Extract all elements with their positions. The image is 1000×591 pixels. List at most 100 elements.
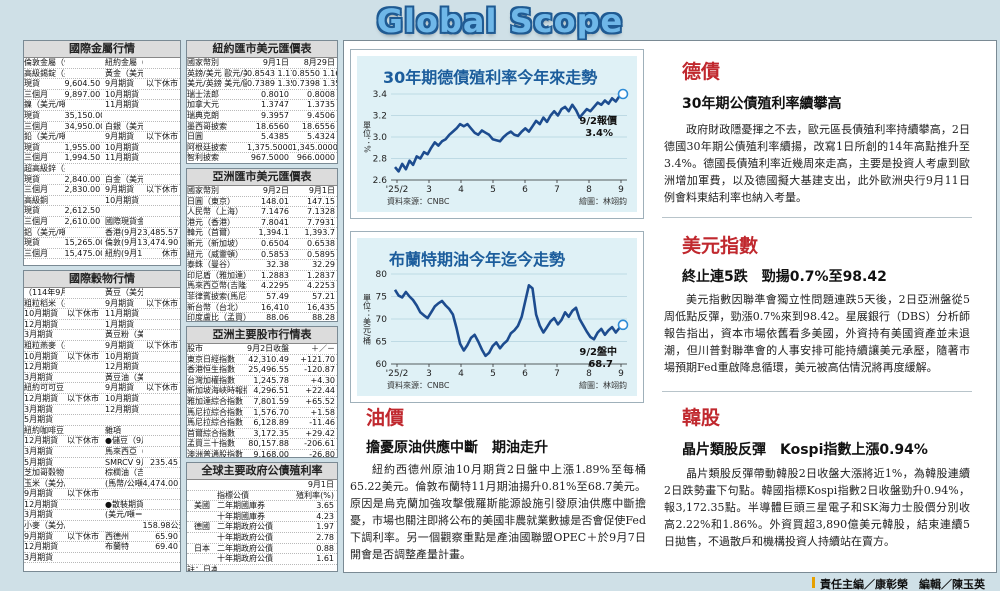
table-cell: 三個月 xyxy=(24,121,48,131)
table-cell: 鎳（美元/噸） xyxy=(24,100,65,110)
table-row: 港元（香港） 7.8041 7.7931 xyxy=(187,218,337,229)
table-cell: 1.97 xyxy=(316,522,334,532)
table-cell: 0.7389 1.3536 xyxy=(247,79,292,89)
table-cell: 0.8010 xyxy=(261,89,289,99)
table-cell: 0.8008 xyxy=(307,89,335,99)
table-cell: 1,345.0000 xyxy=(292,142,337,152)
table-cell xyxy=(143,426,180,436)
table-cell: 12月期貨 xyxy=(24,319,59,329)
table-cell: 國家幣別 xyxy=(187,58,219,67)
table-cell: 1,576.70 xyxy=(253,407,289,417)
table-cell: 10月期貨 xyxy=(104,195,140,205)
table-cell: 新加坡海峽時報指數 xyxy=(187,386,247,396)
table-cell: 35,150.00 xyxy=(64,110,102,120)
table-cell: 11月期貨 xyxy=(104,153,140,163)
y-tick-label: 65 xyxy=(376,338,387,348)
table-cell xyxy=(143,122,180,132)
table-cell: 英鎊/美元 歐元/美元 xyxy=(187,68,247,78)
bond-yield-date: 9月1日 xyxy=(307,480,334,489)
table-row: 現貨 9,604.50 9月期貨 以下休市 xyxy=(24,79,180,90)
table-cell xyxy=(102,164,143,174)
table-cell: 玉米（美分/英斗） xyxy=(24,478,65,488)
table-cell: 1,994.50 xyxy=(64,153,101,163)
table-cell: 以下休市 xyxy=(66,393,99,403)
table-cell: 2,830.00 xyxy=(64,185,101,195)
table-cell: 菲律賓披索(馬尼拉) xyxy=(187,291,247,301)
y-tick-label: 3.2 xyxy=(373,112,387,122)
bund-chart-frame: 30年期德債殖利率今年來走勢 2.6 2.8 3.0 3.2 3.4 單位：% '25/2 3… xyxy=(350,49,644,219)
x-tick-label: 6 xyxy=(522,369,528,379)
oil-section-body: 紐約西德州原油10月期貨2日盤中上漲1.89%至每桶65.22美元。倫敦布蘭特1… xyxy=(350,463,646,561)
table-cell: 10月期貨 xyxy=(104,89,140,99)
table-row: 3月期貨 (美元/噸＝42美元加侖) xyxy=(24,510,180,522)
asia-stock-table: 亞洲主要股市行情表 股市 9月2日收盤 ＋／－ 東京日經指數 42,310.49 +121… xyxy=(186,326,338,458)
table-cell xyxy=(102,415,143,425)
table-cell xyxy=(143,111,180,121)
table-cell: 現貨 xyxy=(24,110,40,120)
y-axis-label: 單位：美元/桶 xyxy=(363,294,372,346)
table-cell: 10月期貨 xyxy=(104,393,140,403)
table-cell: 12月期貨 xyxy=(104,404,140,414)
chart-editor: 繪圖：林翊鈞 xyxy=(579,380,627,390)
table-cell: 10月期貨 xyxy=(104,351,140,361)
table-cell xyxy=(65,341,102,351)
table-cell: 80,157.88 xyxy=(248,439,289,449)
table-cell: 十年期國庫券 xyxy=(217,511,265,521)
y-tick-label: 60 xyxy=(376,360,388,370)
table-cell: 0.8543 1.1705 xyxy=(247,68,292,78)
table-row: 國家幣別 9月1日 8月29日 xyxy=(187,58,337,69)
table-cell: +121.70 xyxy=(300,354,335,364)
table-cell: 10月期貨 xyxy=(104,142,140,152)
table-cell: 指標公債 xyxy=(217,490,249,500)
table-cell: -26.80 xyxy=(309,449,335,458)
table-cell: 12月期貨 xyxy=(24,393,59,403)
table-row: 12月期貨 ●散裝期貨（9月2日收盤） xyxy=(24,500,180,511)
table-cell: 9月1日 xyxy=(308,186,335,195)
table-cell: 馬來西亞幣(吉隆坡) xyxy=(187,281,247,291)
table-cell: (美元/噸＝42美元加侖) xyxy=(104,510,143,520)
table-row: 鋁（美元/噸） 香港(9月2日)3,485.57 xyxy=(24,228,180,239)
table-cell xyxy=(187,512,217,522)
table-row: 菲律賓披索(馬尼拉) 57.49 57.21 xyxy=(187,292,337,303)
table-cell xyxy=(65,196,102,206)
table-cell: 白銀（美元/英兩） xyxy=(104,121,143,131)
table-cell: 0.5853 xyxy=(261,249,289,259)
table-cell: 布蘭特 xyxy=(104,542,129,552)
table-row: 馬尼拉綜合指數 6,128.89 -11.46 xyxy=(187,418,337,429)
table-cell: 9.4506 xyxy=(307,110,335,120)
table-cell: 42,310.49 xyxy=(248,354,289,364)
table-row: 國家幣別 9月2日 9月1日 xyxy=(187,186,337,197)
table-cell: 以下休市 xyxy=(66,351,99,361)
last-point-marker xyxy=(617,319,629,331)
table-cell xyxy=(65,426,102,436)
table-cell: 紐約金屬（9月1日收盤） xyxy=(104,58,143,67)
table-cell: 印尼盾（雅加達） xyxy=(187,270,247,280)
table-cell: 16,410 xyxy=(261,302,289,312)
table-cell: 三個月 xyxy=(24,248,48,258)
table-cell: 黃金（美元/英兩） xyxy=(104,68,143,78)
table-row: 高級銅 10月期貨 xyxy=(24,196,180,207)
table-cell: 88.28 xyxy=(312,313,335,322)
asia-stock-table-title: 亞洲主要股市行情表 xyxy=(187,327,337,344)
table-cell: 9月期貨 xyxy=(104,383,135,393)
table-cell: 泰銖（曼谷） xyxy=(187,260,235,270)
table-cell: 15,475.00 xyxy=(64,248,102,258)
table-cell: 香港恒生指數 xyxy=(187,365,235,375)
table-cell: 十年期政府公債 xyxy=(217,554,273,564)
table-cell xyxy=(143,164,180,174)
x-tick-label: 4 xyxy=(458,185,464,195)
chart-editor: 繪圖：林翊鈞 xyxy=(579,196,627,206)
table-cell: 57.49 xyxy=(266,291,289,301)
table-cell: 現貨 xyxy=(24,174,40,184)
table-cell xyxy=(65,164,102,174)
table-cell: 3月期貨 xyxy=(24,330,54,340)
table-cell xyxy=(65,330,102,340)
table-cell: 殖利率(%) xyxy=(296,490,334,500)
table-cell xyxy=(143,489,180,499)
y-tick-label: 75 xyxy=(376,293,387,303)
table-cell: 4.2253 xyxy=(307,281,335,291)
series-line xyxy=(393,283,624,358)
table-cell xyxy=(143,100,180,110)
x-tick-label: 8 xyxy=(586,185,592,195)
table-cell: 6,128.89 xyxy=(253,418,289,428)
